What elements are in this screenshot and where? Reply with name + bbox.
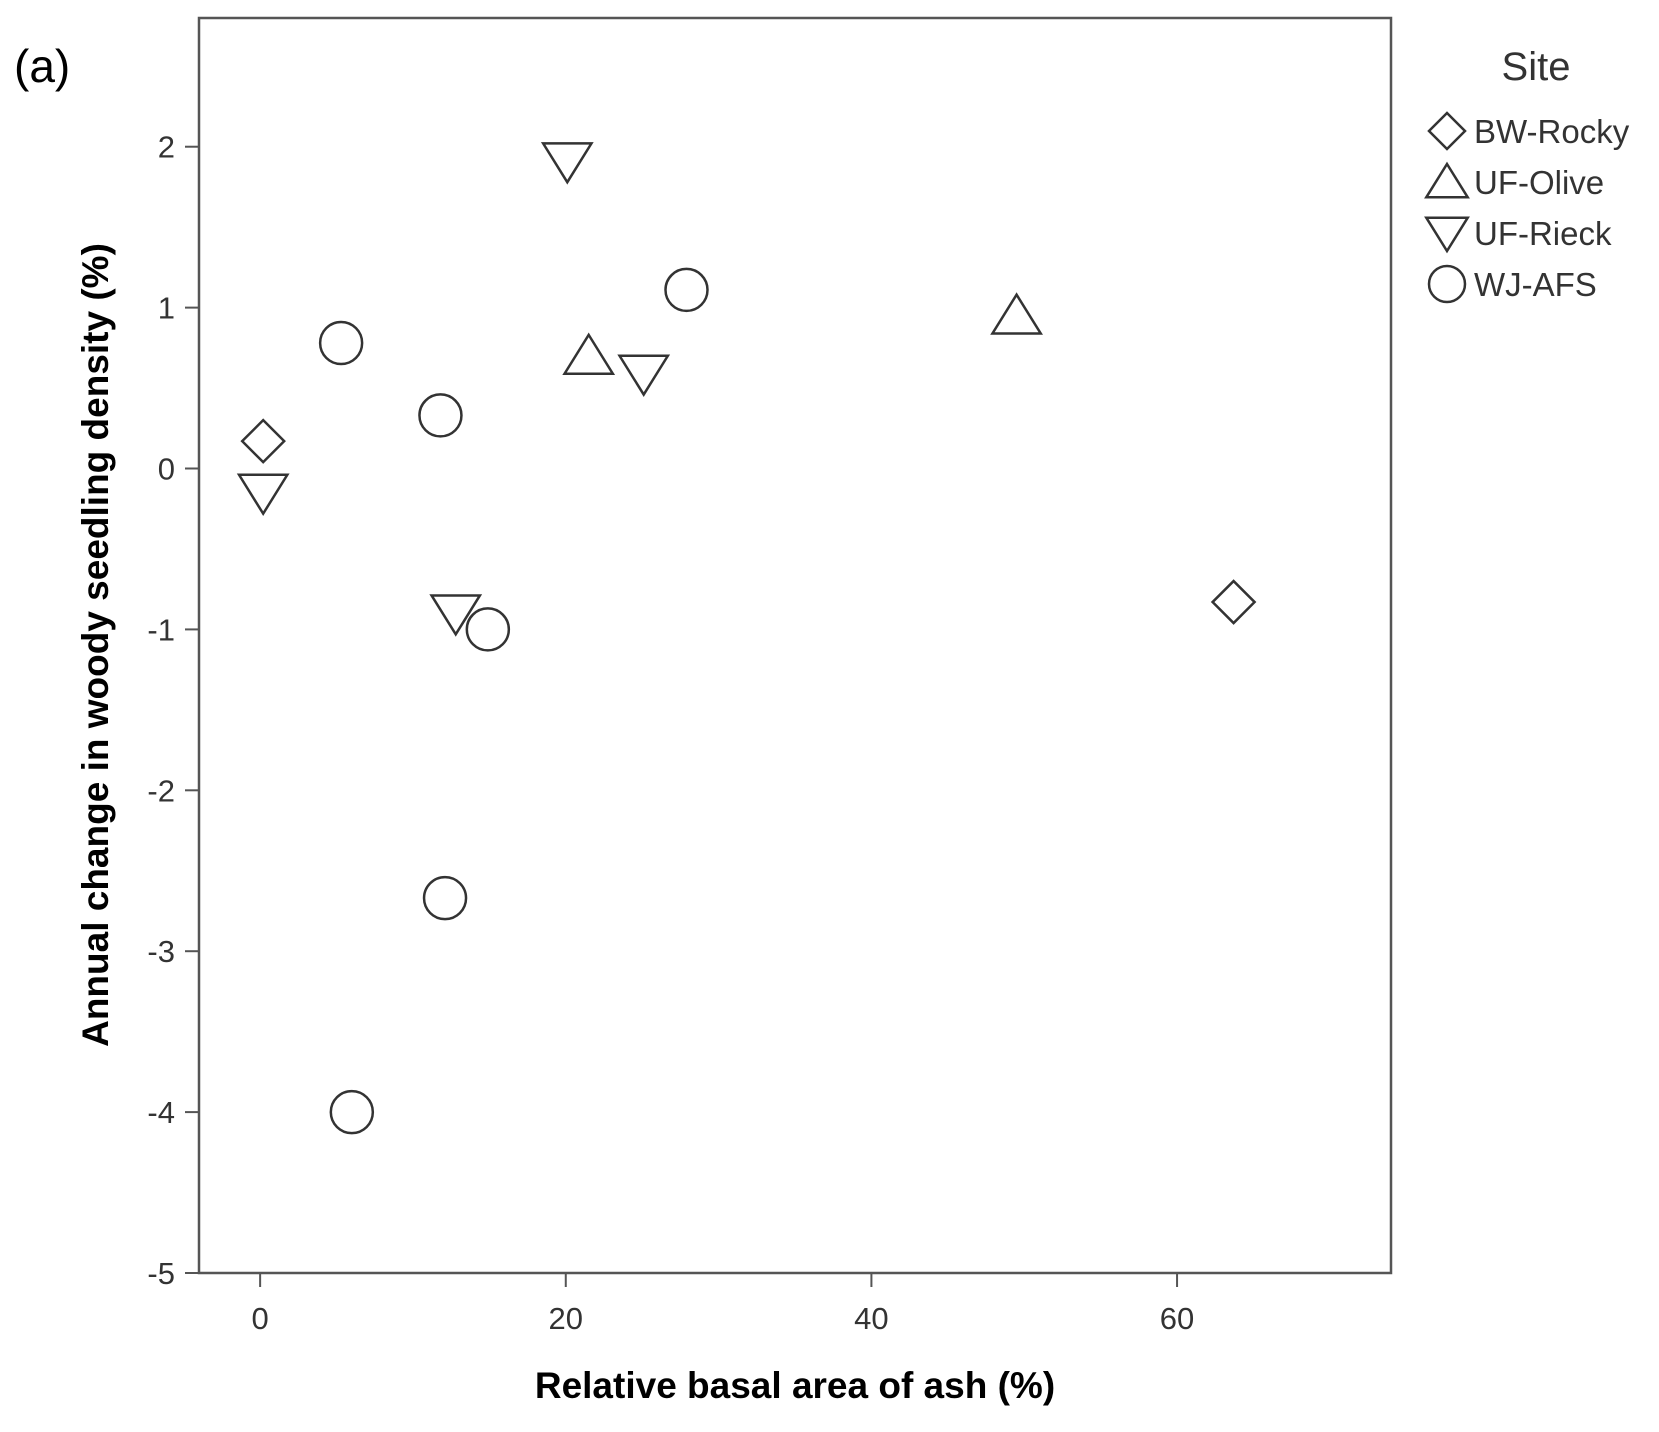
legend-marker-bw-rocky — [1427, 111, 1467, 151]
legend-marker-wj-afs — [1427, 264, 1467, 304]
panel-label: (a) — [14, 40, 70, 92]
point-uf-rieck — [236, 473, 290, 517]
point-uf-rieck — [429, 594, 483, 637]
y-tick-label: 0 — [158, 452, 175, 487]
y-tick-label: -3 — [147, 934, 175, 969]
point-uf-rieck — [540, 142, 594, 185]
data-points — [236, 142, 1257, 1135]
point-uf-olive — [990, 292, 1043, 335]
x-tick-label: 60 — [1160, 1301, 1194, 1336]
y-tick-label: -2 — [147, 773, 175, 808]
y-tick-label: -5 — [147, 1256, 175, 1291]
legend-title: Site — [1502, 45, 1571, 89]
legend-marker-uf-rieck — [1424, 216, 1470, 254]
point-uf-rieck — [617, 354, 671, 397]
point-wj-afs — [318, 320, 364, 366]
point-wj-afs — [422, 875, 468, 921]
y-tick-label: -1 — [147, 612, 175, 647]
y-axis-title: Annual change in woody seedling density … — [75, 243, 116, 1047]
legend-label-uf-olive: UF-Olive — [1474, 164, 1604, 201]
legend-label-bw-rocky: BW-Rocky — [1474, 113, 1630, 150]
x-tick-label: 0 — [252, 1301, 269, 1336]
x-axis: 0 20 40 60 — [252, 1273, 1194, 1336]
legend: Site BW-Rocky UF-Olive UF-Rieck WJ-AFS — [1424, 45, 1630, 304]
point-wj-afs — [329, 1089, 375, 1135]
point-bw-rocky — [240, 418, 286, 464]
point-bw-rocky — [1210, 579, 1257, 625]
x-tick-label: 40 — [854, 1301, 888, 1336]
x-axis-title: Relative basal area of ash (%) — [535, 1365, 1055, 1406]
point-wj-afs — [664, 267, 709, 313]
legend-marker-uf-olive — [1424, 161, 1470, 199]
y-tick-label: -4 — [147, 1095, 175, 1130]
point-wj-afs — [465, 607, 511, 652]
y-tick-label: 2 — [158, 130, 175, 165]
point-wj-afs — [418, 393, 463, 438]
legend-label-wj-afs: WJ-AFS — [1474, 266, 1597, 303]
x-tick-label: 20 — [549, 1301, 583, 1336]
point-uf-olive — [562, 332, 616, 375]
plot-area — [197, 16, 1393, 1275]
legend-label-uf-rieck: UF-Rieck — [1474, 215, 1612, 252]
y-tick-label: 1 — [158, 291, 175, 326]
y-axis: -5 -4 -3 -2 -1 0 1 2 — [147, 130, 199, 1291]
